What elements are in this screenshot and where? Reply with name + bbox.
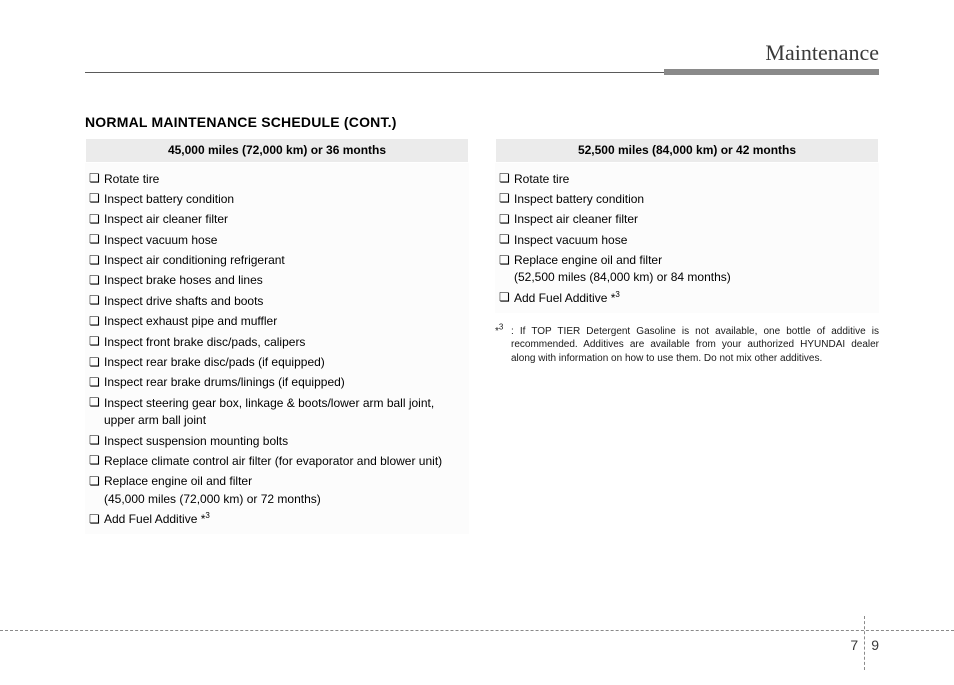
list-item: ❏ Inspect air cleaner filter	[499, 210, 877, 230]
list-item: ❏ Add Fuel Additive *3	[499, 288, 877, 308]
list-item-text: Inspect air cleaner filter	[104, 212, 228, 226]
list-item: ❏ Inspect battery condition	[499, 189, 877, 209]
bullet-icon: ❏	[89, 354, 100, 371]
page-number-box: 7 9	[850, 620, 879, 670]
list-item-text: Rotate tire	[104, 172, 159, 186]
list-item-text: Inspect battery condition	[514, 192, 644, 206]
list-item: ❏ Inspect suspension mounting bolts	[89, 431, 467, 451]
list-item-text: Inspect steering gear box, linkage & boo…	[104, 396, 434, 427]
columns: 45,000 miles (72,000 km) or 36 months ❏ R…	[85, 138, 879, 534]
bullet-icon: ❏	[89, 333, 100, 350]
maintenance-list-right: ❏ Rotate tire ❏ Inspect battery condition ❏ I…	[495, 163, 879, 313]
maintenance-list-left: ❏Rotate tire❏Inspect battery condition❏I…	[85, 163, 469, 534]
bullet-icon: ❏	[89, 272, 100, 289]
list-item-text: Inspect front brake disc/pads, calipers	[104, 335, 305, 349]
list-item: ❏ Inspect brake hoses and lines	[89, 271, 467, 291]
list-item: ❏ Replace engine oil and filter (52,500 mi…	[499, 251, 877, 289]
list-item: ❏ Inspect battery condition	[89, 189, 467, 209]
bullet-icon: ❏	[89, 452, 100, 469]
list-item-text: Inspect exhaust pipe and muffler	[104, 314, 277, 328]
list-item: ❏ Add Fuel Additive *3	[89, 510, 467, 530]
page-footer: 7 9	[0, 620, 954, 640]
interval-header-right: 52,500 miles (84,000 km) or 42 months	[495, 138, 879, 163]
list-item-subline: (52,500 miles (84,000 km) or 84 months)	[514, 269, 877, 286]
section-title: NORMAL MAINTENANCE SCHEDULE (CONT.)	[85, 114, 879, 130]
list-item-text: Replace climate control air filter (for …	[104, 454, 442, 468]
left-column: 45,000 miles (72,000 km) or 36 months ❏ R…	[85, 138, 469, 534]
list-item-text: Inspect vacuum hose	[514, 233, 627, 247]
list-item: ❏ Replace engine oil and filter (45,000 mi…	[89, 472, 467, 510]
bullet-icon: ❏	[499, 170, 510, 187]
footnote-marker: *3	[495, 325, 503, 339]
bullet-icon: ❏	[499, 289, 510, 306]
bullet-icon: ❏	[499, 252, 510, 269]
list-item-text: Inspect rear brake disc/pads (if equippe…	[104, 355, 325, 369]
chapter-title: Maintenance	[765, 40, 879, 66]
bullet-icon: ❏	[499, 231, 510, 248]
header-rule-thick	[664, 69, 879, 75]
list-item: ❏ Rotate tire	[89, 169, 467, 189]
bullet-icon: ❏	[89, 374, 100, 391]
list-item-text: Inspect vacuum hose	[104, 233, 217, 247]
bullet-icon: ❏	[89, 190, 100, 207]
list-item-sup: 3	[205, 511, 209, 520]
bullet-icon: ❏	[89, 394, 100, 411]
list-item-text: Inspect suspension mounting bolts	[104, 434, 288, 448]
list-item-text: Add Fuel Additive *	[104, 512, 205, 526]
bullet-icon: ❏	[89, 473, 100, 490]
list-item: ❏ Inspect drive shafts and boots	[89, 291, 467, 311]
list-item: ❏Inspect steering gear box, linkage & bo…	[89, 393, 467, 431]
list-item-text: Inspect brake hoses and lines	[104, 273, 263, 287]
list-item-sup: 3	[615, 290, 619, 299]
chapter-number: 7	[850, 637, 864, 653]
list-item: ❏ Replace climate control air filter (for…	[89, 451, 467, 471]
list-item-text: Replace engine oil and filter	[104, 474, 252, 488]
bullet-icon: ❏	[89, 432, 100, 449]
bullet-icon: ❏	[89, 313, 100, 330]
list-item-text: Rotate tire	[514, 172, 569, 186]
bullet-icon: ❏	[499, 190, 510, 207]
list-item-text: Add Fuel Additive *	[514, 291, 615, 305]
bullet-icon: ❏	[89, 511, 100, 528]
list-item-subline: (45,000 miles (72,000 km) or 72 months)	[104, 491, 467, 508]
bullet-icon: ❏	[499, 211, 510, 228]
list-item-text: Inspect air cleaner filter	[514, 212, 638, 226]
header-rule	[85, 72, 879, 80]
list-item: ❏ Inspect rear brake disc/pads (if equipp…	[89, 353, 467, 373]
footnote-text: If TOP TIER Detergent Gasoline is not av…	[511, 326, 879, 364]
bullet-icon: ❏	[89, 211, 100, 228]
bullet-icon: ❏	[89, 252, 100, 269]
page-number: 9	[865, 637, 879, 653]
list-item: ❏ Inspect exhaust pipe and muffler	[89, 312, 467, 332]
footnote: *3 : If TOP TIER Detergent Gasoline is n…	[495, 325, 879, 366]
header-row: Maintenance	[85, 40, 879, 70]
bullet-icon: ❏	[89, 170, 100, 187]
list-item-text: Inspect drive shafts and boots	[104, 294, 263, 308]
list-item: ❏ Inspect air conditioning refrigerant	[89, 251, 467, 271]
list-item: ❏ Inspect vacuum hose	[499, 230, 877, 250]
footnote-sep: :	[511, 326, 520, 337]
bullet-icon: ❏	[89, 231, 100, 248]
interval-header-left: 45,000 miles (72,000 km) or 36 months	[85, 138, 469, 163]
list-item: ❏ Inspect rear brake drums/linings (if eq…	[89, 373, 467, 393]
list-item-text: Inspect rear brake drums/linings (if equ…	[104, 375, 345, 389]
list-item: ❏ Rotate tire	[499, 169, 877, 189]
right-column: 52,500 miles (84,000 km) or 42 months ❏ R…	[495, 138, 879, 534]
list-item-text: Inspect air conditioning refrigerant	[104, 253, 285, 267]
list-item: ❏ Inspect air cleaner filter	[89, 210, 467, 230]
list-item-text: Replace engine oil and filter	[514, 253, 662, 267]
bullet-icon: ❏	[89, 292, 100, 309]
list-item-text: Inspect battery condition	[104, 192, 234, 206]
list-item: ❏ Inspect front brake disc/pads, calipers	[89, 332, 467, 352]
footnote-sup: 3	[499, 322, 503, 331]
list-item: ❏ Inspect vacuum hose	[89, 230, 467, 250]
footer-dashed-line	[0, 630, 954, 631]
page-container: Maintenance NORMAL MAINTENANCE SCHEDULE …	[0, 0, 954, 685]
